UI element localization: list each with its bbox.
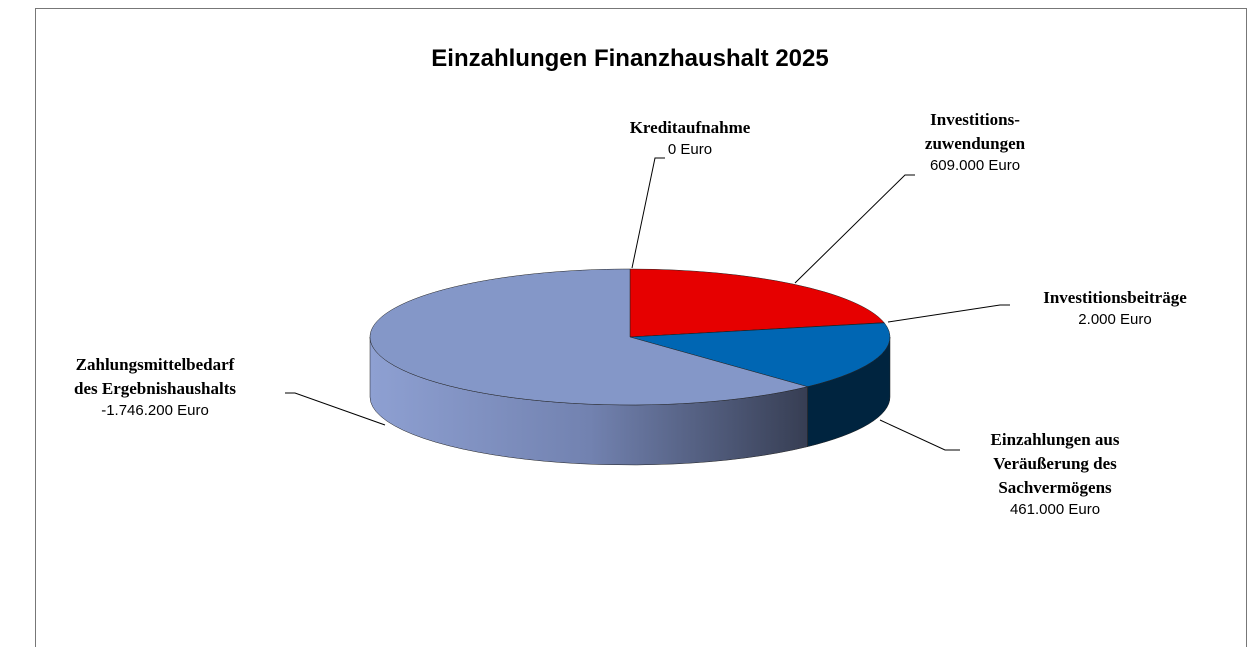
slice-name: Investitionsbeiträge	[1043, 288, 1187, 307]
slice-name: Kreditaufnahme	[629, 118, 751, 137]
leader-line	[285, 392, 386, 426]
slice	[629, 268, 885, 338]
slice	[369, 268, 809, 406]
leader-line	[879, 419, 960, 451]
chart-title: Einzahlungen Finanzhaushalt 2025	[431, 45, 829, 72]
frame	[35, 8, 1247, 647]
slice-value-label: -1.746.200 Euro	[101, 402, 209, 419]
slice-value-label: 0 Euro	[667, 141, 713, 158]
slice-value-label: 461.000 Euro	[1009, 501, 1101, 518]
slice-value-label: 2.000 Euro	[1078, 311, 1152, 328]
leader-line	[631, 157, 665, 269]
slice	[629, 322, 891, 387]
slice-name: Investitions- zuwendungen	[924, 110, 1026, 153]
slice-name: Zahlungsmittelbedarf des Ergebnishaushal…	[73, 355, 237, 398]
leader-line	[794, 174, 915, 284]
slice-value-label: 609.000 Euro	[929, 157, 1021, 174]
leader-line	[887, 304, 1010, 323]
slice-name: Einzahlungen aus Veräußerung des Sachver…	[990, 430, 1120, 497]
